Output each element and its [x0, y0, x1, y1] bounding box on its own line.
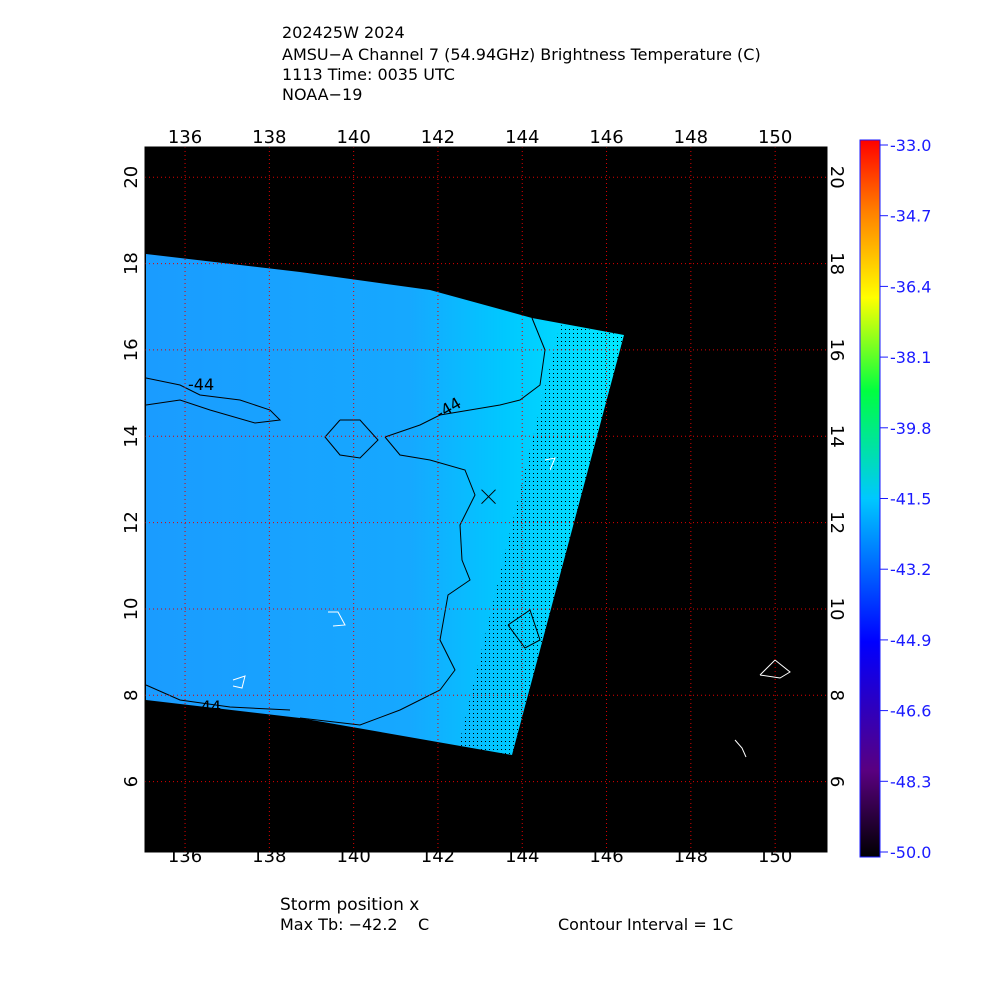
y-tick-label: 12 — [826, 511, 847, 534]
coastlines — [232, 457, 791, 758]
y-tick-label: 12 — [121, 511, 142, 534]
footer-storm: Storm position x — [280, 895, 419, 915]
y-tick-label: 8 — [826, 690, 847, 701]
x-tick-label: 146 — [589, 846, 623, 867]
storm-marker — [481, 489, 496, 505]
x-tick-label: 144 — [505, 846, 539, 867]
colorbar-tick-label: -44.9 — [890, 631, 931, 650]
colorbar-tick-label: -50.0 — [890, 843, 931, 862]
header: 202425W 2024 AMSU−A Channel 7 (54.94GHz)… — [282, 23, 761, 104]
x-tick-label: 140 — [336, 127, 370, 148]
x-tick-label: 148 — [674, 127, 708, 148]
x-tick-label: 144 — [505, 127, 539, 148]
y-tick-label: 16 — [826, 338, 847, 361]
x-tick-label: 148 — [674, 846, 708, 867]
colorbar-tick-label: -34.7 — [890, 207, 931, 226]
header-line: NOAA−19 — [282, 85, 362, 104]
y-tick-label: 10 — [121, 597, 142, 620]
y-tick-label: 20 — [826, 166, 847, 189]
x-tick-label: 140 — [336, 846, 370, 867]
x-tick-label: 136 — [168, 846, 202, 867]
y-tick-label: 8 — [121, 690, 142, 701]
y-tick-label: 10 — [826, 597, 847, 620]
x-tick-label: 142 — [421, 127, 455, 148]
y-tick-label: 14 — [121, 425, 142, 448]
x-tick-label: 150 — [758, 846, 792, 867]
x-tick-label: 142 — [421, 846, 455, 867]
footer: Storm position x Max Tb: −42.2 C Contour… — [280, 895, 733, 934]
colorbar-tick-label: -36.4 — [890, 277, 931, 296]
colorbar-tick-label: -33.0 — [890, 136, 931, 155]
colorbar-tick-label: -41.5 — [890, 490, 931, 509]
colorbar-tick-label: -39.8 — [890, 419, 931, 438]
x-tick-label: 150 — [758, 127, 792, 148]
y-tick-label: 14 — [826, 425, 847, 448]
axes: 1361361381381401401421421441441461461481… — [121, 127, 847, 867]
contours — [145, 317, 546, 726]
header-line: 1113 Time: 0035 UTC — [282, 65, 455, 84]
stipple — [458, 325, 624, 755]
y-tick-label: 16 — [121, 338, 142, 361]
y-tick-label: 18 — [121, 252, 142, 275]
x-tick-label: 136 — [168, 127, 202, 148]
y-tick-label: 6 — [826, 776, 847, 787]
colorbar-tick-label: -38.1 — [890, 348, 931, 367]
y-tick-label: 20 — [121, 166, 142, 189]
contour-label: -44 — [195, 697, 221, 716]
header-line: 202425W 2024 — [282, 23, 405, 42]
footer-max-tb: Max Tb: −42.2 C — [280, 915, 429, 934]
colorbar-tick-label: -43.2 — [890, 560, 931, 579]
contour-label: -44 — [188, 375, 214, 394]
header-line: AMSU−A Channel 7 (54.94GHz) Brightness T… — [282, 45, 761, 64]
y-tick-label: 6 — [121, 776, 142, 787]
footer-contour: Contour Interval = 1C — [558, 915, 733, 934]
x-tick-label: 146 — [589, 127, 623, 148]
colorbar-scale — [859, 139, 881, 858]
colorbar: -33.0 -34.7 -36.4 -38.1 -39.8 -41.5 -43.2 -44.9… — [859, 136, 931, 862]
x-tick-label: 138 — [252, 127, 286, 148]
map-frame — [144, 146, 828, 853]
colorbar-tick-label: -46.6 — [890, 702, 931, 721]
colorbar-tick-label: -48.3 — [890, 772, 931, 791]
y-tick-label: 18 — [826, 252, 847, 275]
x-tick-label: 138 — [252, 846, 286, 867]
